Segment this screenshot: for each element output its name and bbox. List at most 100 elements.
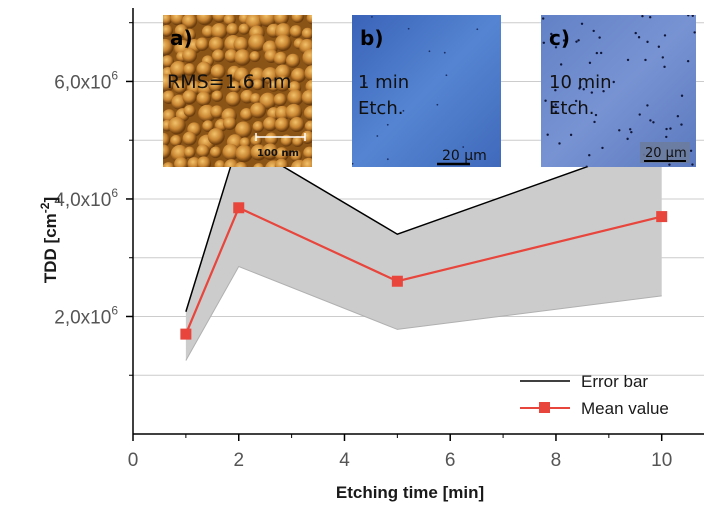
etch-pit [612,80,615,84]
etch-pit [546,133,549,136]
afm-grain [168,116,186,135]
etch-pit [661,56,665,59]
afm-grain [210,105,224,119]
afm-grain [163,144,171,160]
afm-grain [239,77,252,90]
etch-pit [376,135,379,137]
etch-pit [669,127,672,130]
afm-grain [238,23,250,35]
etch-pit [594,113,598,117]
afm-grain [170,134,182,147]
afm-grain [211,23,228,40]
etch-pit [630,130,633,134]
afm-grain [222,116,237,131]
etch-pit [402,109,405,112]
afm-grain [252,121,264,133]
inset-c-time-label: 10 min [549,72,612,93]
etch-pit [371,16,373,18]
etch-pit [554,103,557,106]
y-tick-mantissa: 6,0x10 [54,72,111,93]
etch-pit [550,38,554,41]
etch-pit [574,99,578,103]
etch-pit [592,29,595,33]
afm-grain [196,156,212,167]
afm-grain [273,15,289,26]
etch-pit [646,104,649,107]
x-tick-label: 0 [128,450,139,471]
afm-grain [209,146,222,159]
y-tick-exponent: 6 [111,303,118,317]
afm-grain [289,116,305,133]
afm-grain [274,75,291,92]
afm-grain [249,51,261,63]
etch-pit [562,39,566,42]
etch-pit [443,51,446,54]
afm-grain [249,67,266,84]
etch-pit [554,110,558,114]
etch-pit [582,88,585,91]
mean-value-marker [391,275,403,287]
inset-b-scale-label: 20 µm [442,148,487,164]
afm-grain [273,51,288,66]
inset-b-time-label: 1 min [358,72,409,93]
afm-grain [274,117,290,133]
etch-pit [689,149,693,153]
etch-pit [601,146,604,150]
afm-grain [226,23,239,36]
afm-grain [274,147,289,162]
etch-pit [599,51,603,55]
etch-pit [637,36,641,39]
afm-grain [285,103,303,121]
afm-grain [163,38,174,56]
afm-grain [275,34,292,52]
afm-grain [234,49,251,66]
x-axis-title: Etching time [min] [336,483,484,502]
afm-grain [302,49,312,67]
etch-pit [588,154,591,157]
legend-mean-marker [539,402,550,413]
etch-pit [649,16,652,19]
afm-grain [248,33,267,52]
afm-grain [252,79,264,91]
afm-grain [274,158,289,167]
afm-grain [195,37,209,52]
etch-pit [585,165,588,167]
afm-grain [225,91,241,107]
error-band-fill [185,140,662,361]
etch-pit [590,91,594,94]
inset-b-micrograph: b) 1 min Etch. 20 µm [352,15,501,167]
x-tick-label: 6 [445,450,456,471]
afm-grain [183,63,196,76]
etch-pit [628,128,632,131]
afm-grain-texture [163,15,312,167]
afm-grain [273,93,287,107]
etch-pit [618,129,621,132]
etch-pit [641,15,644,18]
afm-grain [181,15,198,29]
etch-pit [578,87,581,90]
inset-b-letter: b) [360,26,383,50]
y-tick-mantissa: 4,0x10 [54,190,111,211]
afm-grain [287,89,304,106]
etch-pit [569,133,573,137]
y-axis-title-close: ] [41,197,60,203]
etch-pit [407,27,410,30]
afm-grain [235,121,252,139]
afm-grain [304,120,312,133]
afm-grain [211,90,224,102]
afm-grain [301,130,312,144]
y-tick-label: 2,0x106 [54,303,118,328]
afm-grain [301,89,312,106]
afm-grain [263,116,278,132]
error-band [185,139,662,361]
afm-grain [170,15,185,26]
afm-grain [174,157,189,167]
inset-b-etch-label: Etch. [358,98,403,119]
afm-grain [163,162,175,167]
etch-pit [544,99,547,102]
etch-pit [577,39,580,42]
etch-pit [436,103,439,106]
afm-grain [210,64,226,80]
x-tick-labels: 0 2 4 6 8 10 [128,450,673,471]
etch-pit [476,28,479,31]
